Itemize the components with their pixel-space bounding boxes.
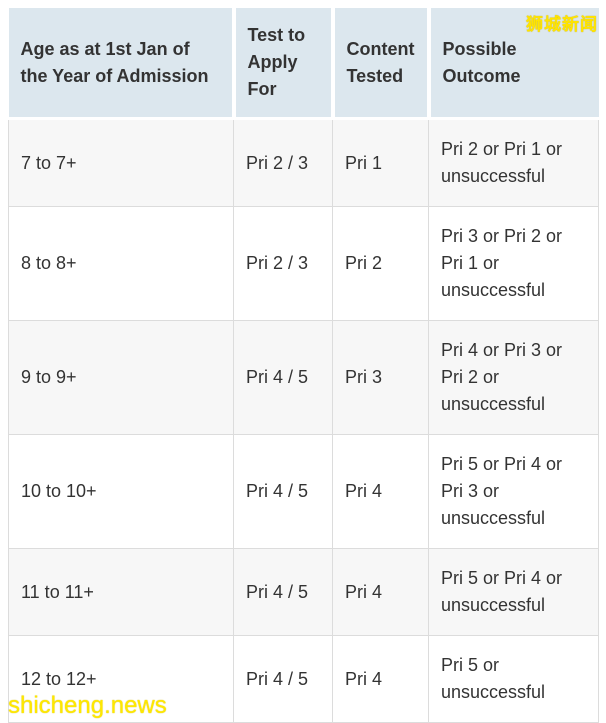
cell-content: Pri 3: [332, 320, 429, 435]
cell-test: Pri 2 / 3: [233, 206, 333, 321]
cell-age: 11 to 11+: [8, 548, 234, 636]
cell-content: Pri 4: [332, 548, 429, 636]
column-header-content: Content Tested: [332, 8, 431, 120]
cell-test: Pri 4 / 5: [233, 434, 333, 549]
cell-test: Pri 2 / 3: [233, 118, 333, 207]
cell-test: Pri 4 / 5: [233, 548, 333, 636]
cell-outcome: Pri 5 or Pri 4 or unsuccessful: [428, 548, 599, 636]
cell-content: Pri 4: [332, 434, 429, 549]
cell-outcome: Pri 5 or Pri 4 or Pri 3 or unsuccessful: [428, 434, 599, 549]
cell-age: 12 to 12+: [8, 635, 234, 723]
cell-outcome: Pri 3 or Pri 2 or Pri 1 or unsuccessful: [428, 206, 599, 321]
cell-outcome: Pri 5 or unsuccessful: [428, 635, 599, 723]
admission-age-table: Age as at 1st Jan of the Year of Admissi…: [8, 8, 599, 723]
table-row: 11 to 11+ Pri 4 / 5 Pri 4 Pri 5 or Pri 4 or…: [8, 548, 599, 636]
table-row: 10 to 10+ Pri 4 / 5 Pri 4 Pri 5 or Pri 4 or…: [8, 434, 599, 549]
cell-outcome: Pri 4 or Pri 3 or Pri 2 or unsuccessful: [428, 320, 599, 435]
cell-age: 8 to 8+: [8, 206, 234, 321]
cell-test: Pri 4 / 5: [233, 635, 333, 723]
column-header-age: Age as at 1st Jan of the Year of Admissi…: [8, 8, 236, 120]
cell-outcome: Pri 2 or Pri 1 or unsuccessful: [428, 118, 599, 207]
column-header-test: Test to Apply For: [233, 8, 335, 120]
table-body: 7 to 7+ Pri 2 / 3 Pri 1 Pri 2 or Pri 1 or u…: [8, 118, 599, 723]
watermark-site-name: 狮城新闻: [526, 15, 598, 34]
table-row: 7 to 7+ Pri 2 / 3 Pri 1 Pri 2 or Pri 1 or u…: [8, 118, 599, 207]
table-row: 9 to 9+ Pri 4 / 5 Pri 3 Pri 4 or Pri 3 or P…: [8, 320, 599, 435]
cell-content: Pri 4: [332, 635, 429, 723]
cell-age: 7 to 7+: [8, 118, 234, 207]
column-header-outcome: Possible Outcome: [428, 8, 599, 120]
cell-content: Pri 1: [332, 118, 429, 207]
cell-content: Pri 2: [332, 206, 429, 321]
watermark-site-domain: shicheng.news: [8, 692, 167, 719]
table-row: 8 to 8+ Pri 2 / 3 Pri 2 Pri 3 or Pri 2 or P…: [8, 206, 599, 321]
cell-age: 10 to 10+: [8, 434, 234, 549]
table-header: Age as at 1st Jan of the Year of Admissi…: [8, 8, 599, 120]
table-header-row: Age as at 1st Jan of the Year of Admissi…: [8, 8, 599, 120]
cell-age: 9 to 9+: [8, 320, 234, 435]
table-row: 12 to 12+ Pri 4 / 5 Pri 4 Pri 5 or unsucces…: [8, 635, 599, 723]
cell-test: Pri 4 / 5: [233, 320, 333, 435]
